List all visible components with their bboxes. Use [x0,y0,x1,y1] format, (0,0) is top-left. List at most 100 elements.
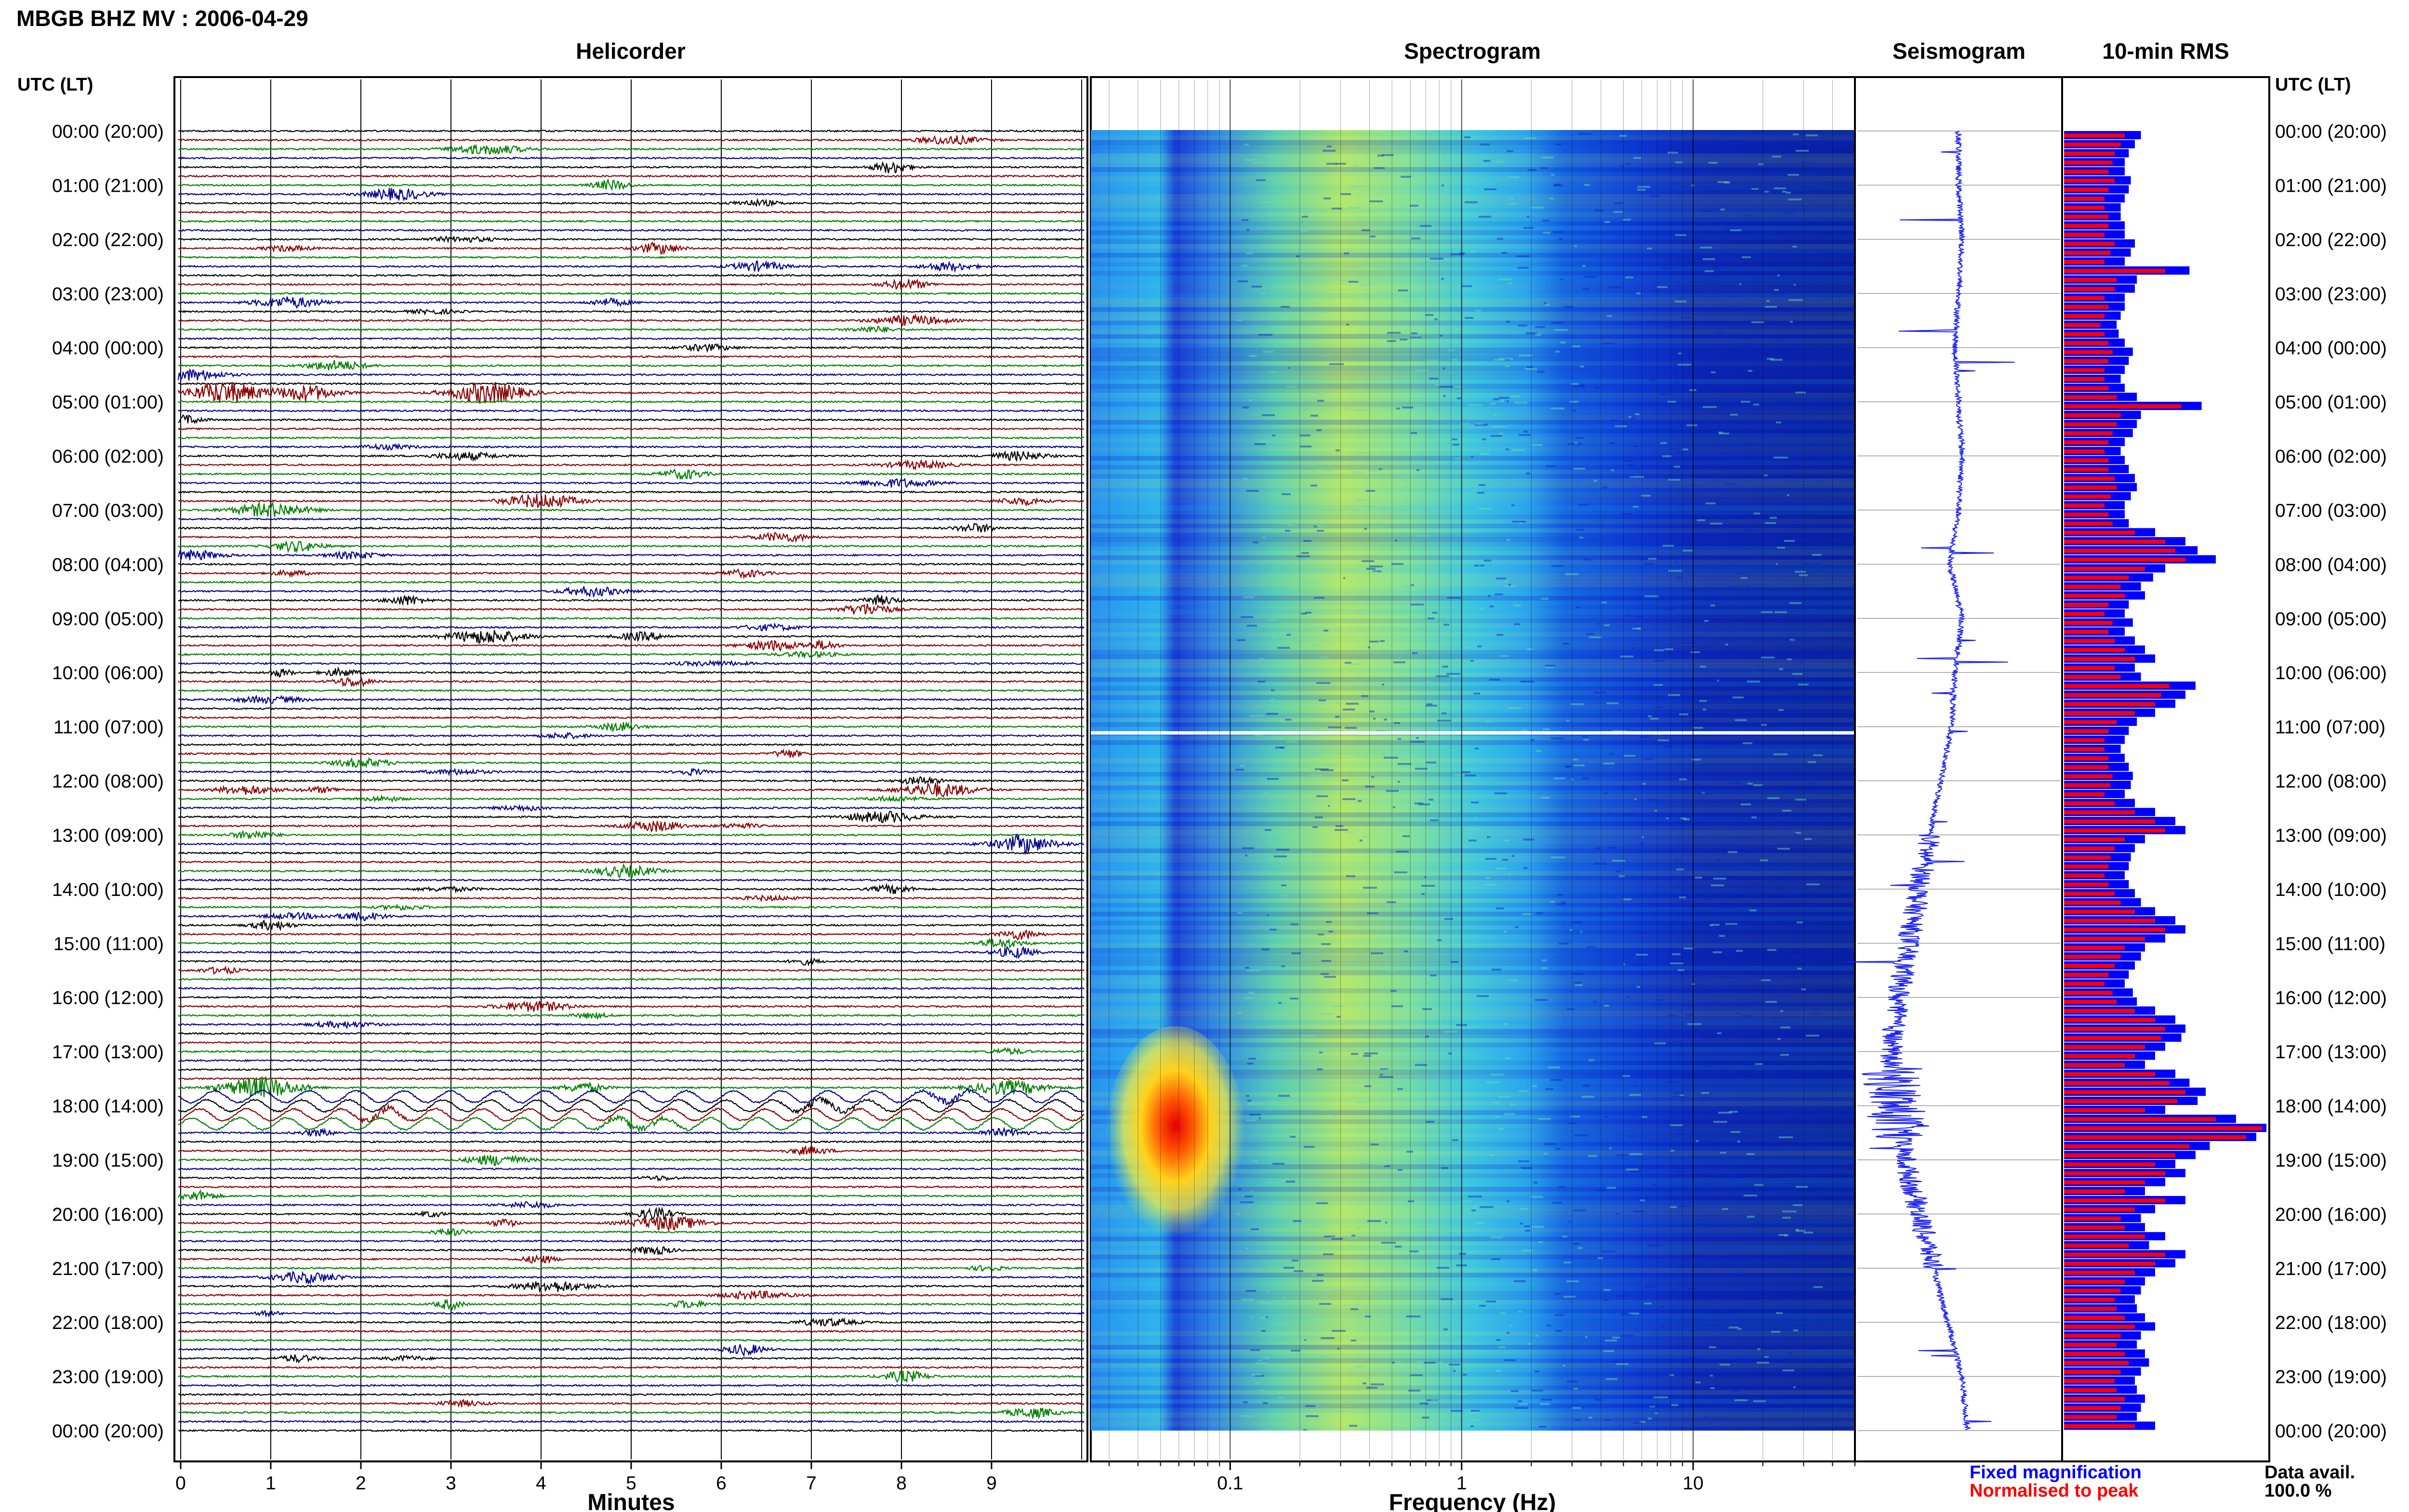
rms-bar-normalised [2064,855,2111,860]
spectrogram-speckle-mark [1705,270,1714,272]
rms-bar-normalised [2064,593,2125,598]
spectrogram-speckle-mark [1261,1330,1266,1332]
spectrogram-row [1091,1024,1855,1029]
spectrogram-speckle-mark [1243,1401,1248,1403]
spectrogram-speckle-mark [1674,466,1680,468]
spectrogram-speckle-mark [1247,1063,1254,1065]
spectrogram-speckle-mark [1682,550,1693,552]
spectrogram-row [1091,289,1855,294]
spectrogram-speckle-mark [1341,921,1355,923]
spectrogram-speckle-mark [1717,425,1723,427]
helicorder-x-tick: 1 [265,1473,276,1494]
spectrogram-speckle-mark [1411,237,1420,239]
rms-bar-normalised [2064,377,2105,381]
spectrogram-speckle-mark [1755,1076,1759,1078]
helicorder-trace-line [178,878,1085,882]
spectrogram-speckle-mark [1371,952,1383,954]
spectrogram-speckle-mark [1451,961,1458,963]
spectrogram-speckle-mark [1415,1064,1427,1066]
spectrogram-speckle-mark [1499,400,1507,402]
helicorder-trace-line [178,562,1085,566]
spectrogram-speckle-mark [1602,1250,1615,1252]
rms-bar-normalised [2064,503,2105,508]
spectrogram-speckle-mark [1387,340,1396,342]
spectrogram-speckle-mark [1485,884,1497,886]
spectrogram-speckle-mark [1730,414,1738,416]
spectrogram-speckle-mark [1278,1396,1284,1398]
spectrogram-speckle-mark [1630,418,1635,420]
spectrogram-speckle-mark [1575,442,1577,444]
spectrogram-speckle-mark [1281,306,1290,308]
spectrogram-speckle-mark [1310,957,1312,959]
spectrogram-speckle-mark [1551,174,1554,176]
spectrogram-row [1091,225,1855,231]
spectrogram-speckle-mark [1662,455,1671,457]
spectrogram-speckle-mark [1777,848,1790,850]
spectrogram-speckle-mark [1810,1012,1820,1014]
rms-bar-normalised [2064,486,2117,490]
spectrogram-speckle-mark [1774,187,1786,189]
spectrogram-speckle-mark [1479,216,1491,218]
spectrogram-row [1091,140,1855,145]
spectrogram-speckle-mark [1619,135,1627,137]
spectrogram-speckle-mark [1392,1362,1395,1364]
spectrogram-speckle-mark [1750,883,1762,885]
spectrogram-speckle-mark [1746,710,1757,712]
spectrogram-speckle-mark [1722,1208,1728,1210]
spectrogram-speckle-mark [1565,573,1578,575]
time-tick-left: 00:00 (20:00) [52,1421,164,1442]
spectrogram-speckle-mark [1250,1316,1253,1318]
spectrogram-speckle-mark [1604,1419,1611,1421]
spectrogram-speckle-mark [1491,1258,1500,1260]
spectrogram-speckle-mark [1442,184,1444,186]
spectrogram-row [1091,1033,1855,1039]
spectrogram-row [1091,930,1855,935]
spectrogram-speckle-mark [1574,764,1585,766]
rms-bar-normalised [2064,341,2109,345]
spectrogram-speckle-mark [1267,1290,1269,1292]
spectrogram-speckle-mark [1760,1295,1768,1297]
spectrogram-speckle-mark [1271,689,1274,691]
spectrogram-row [1091,1151,1855,1156]
spectrogram-row [1091,717,1855,723]
spectrogram-speckle-mark [1245,855,1247,856]
spectrogram-speckle-mark [1286,1181,1295,1183]
spectrogram-speckle-mark [1544,302,1546,304]
spectrogram-speckle-mark [1668,152,1678,154]
spectrogram-speckle-mark [1364,1085,1371,1087]
spectrogram-speckle-mark [1647,799,1655,801]
spectrogram-speckle-mark [1630,476,1644,478]
helicorder-trace-line [178,811,1085,824]
spectrogram-speckle-mark [1796,1230,1805,1232]
spectrogram-speckle-mark [1425,1036,1429,1038]
spectrogram-row [1091,492,1855,497]
spectrogram-speckle-mark [1759,437,1767,439]
spectrogram-speckle-mark [1462,285,1472,287]
spectrogram-row [1091,816,1855,822]
spectrogram-speckle-mark [1430,1217,1441,1219]
spectrogram-speckle-mark [1606,702,1618,704]
spectrogram-speckle-mark [1583,1085,1590,1087]
rms-bar-normalised [2064,1243,2129,1248]
spectrogram-speckle-mark [1582,777,1589,779]
spectrogram-speckle-mark [1734,1399,1747,1401]
spectrogram-speckle-mark [1705,898,1712,900]
seismogram-header: Seismogram [1893,39,2025,64]
spectrogram-speckle-mark [1260,1302,1270,1304]
spectrogram-row [1091,1155,1855,1160]
spectrogram-row [1091,429,1855,434]
spectrogram-speckle-mark [1730,545,1744,547]
spectrogram-speckle-mark [1356,452,1366,454]
spectrogram-speckle-mark [1369,710,1375,712]
helicorder-trace-line [178,174,1084,178]
spectrogram-speckle-mark [1330,1236,1340,1238]
spectrogram-speckle-mark [1499,655,1509,657]
spectrogram-row [1091,402,1855,407]
spectrogram-speckle-mark [1408,1390,1420,1392]
helicorder-trace-line [178,414,1085,424]
spectrogram-speckle-mark [1261,948,1270,950]
rms-bar-normalised [2064,837,2125,842]
spectrogram-speckle-mark [1315,468,1322,470]
spectrogram-row [1091,889,1855,894]
spectrogram-row [1091,1236,1855,1242]
